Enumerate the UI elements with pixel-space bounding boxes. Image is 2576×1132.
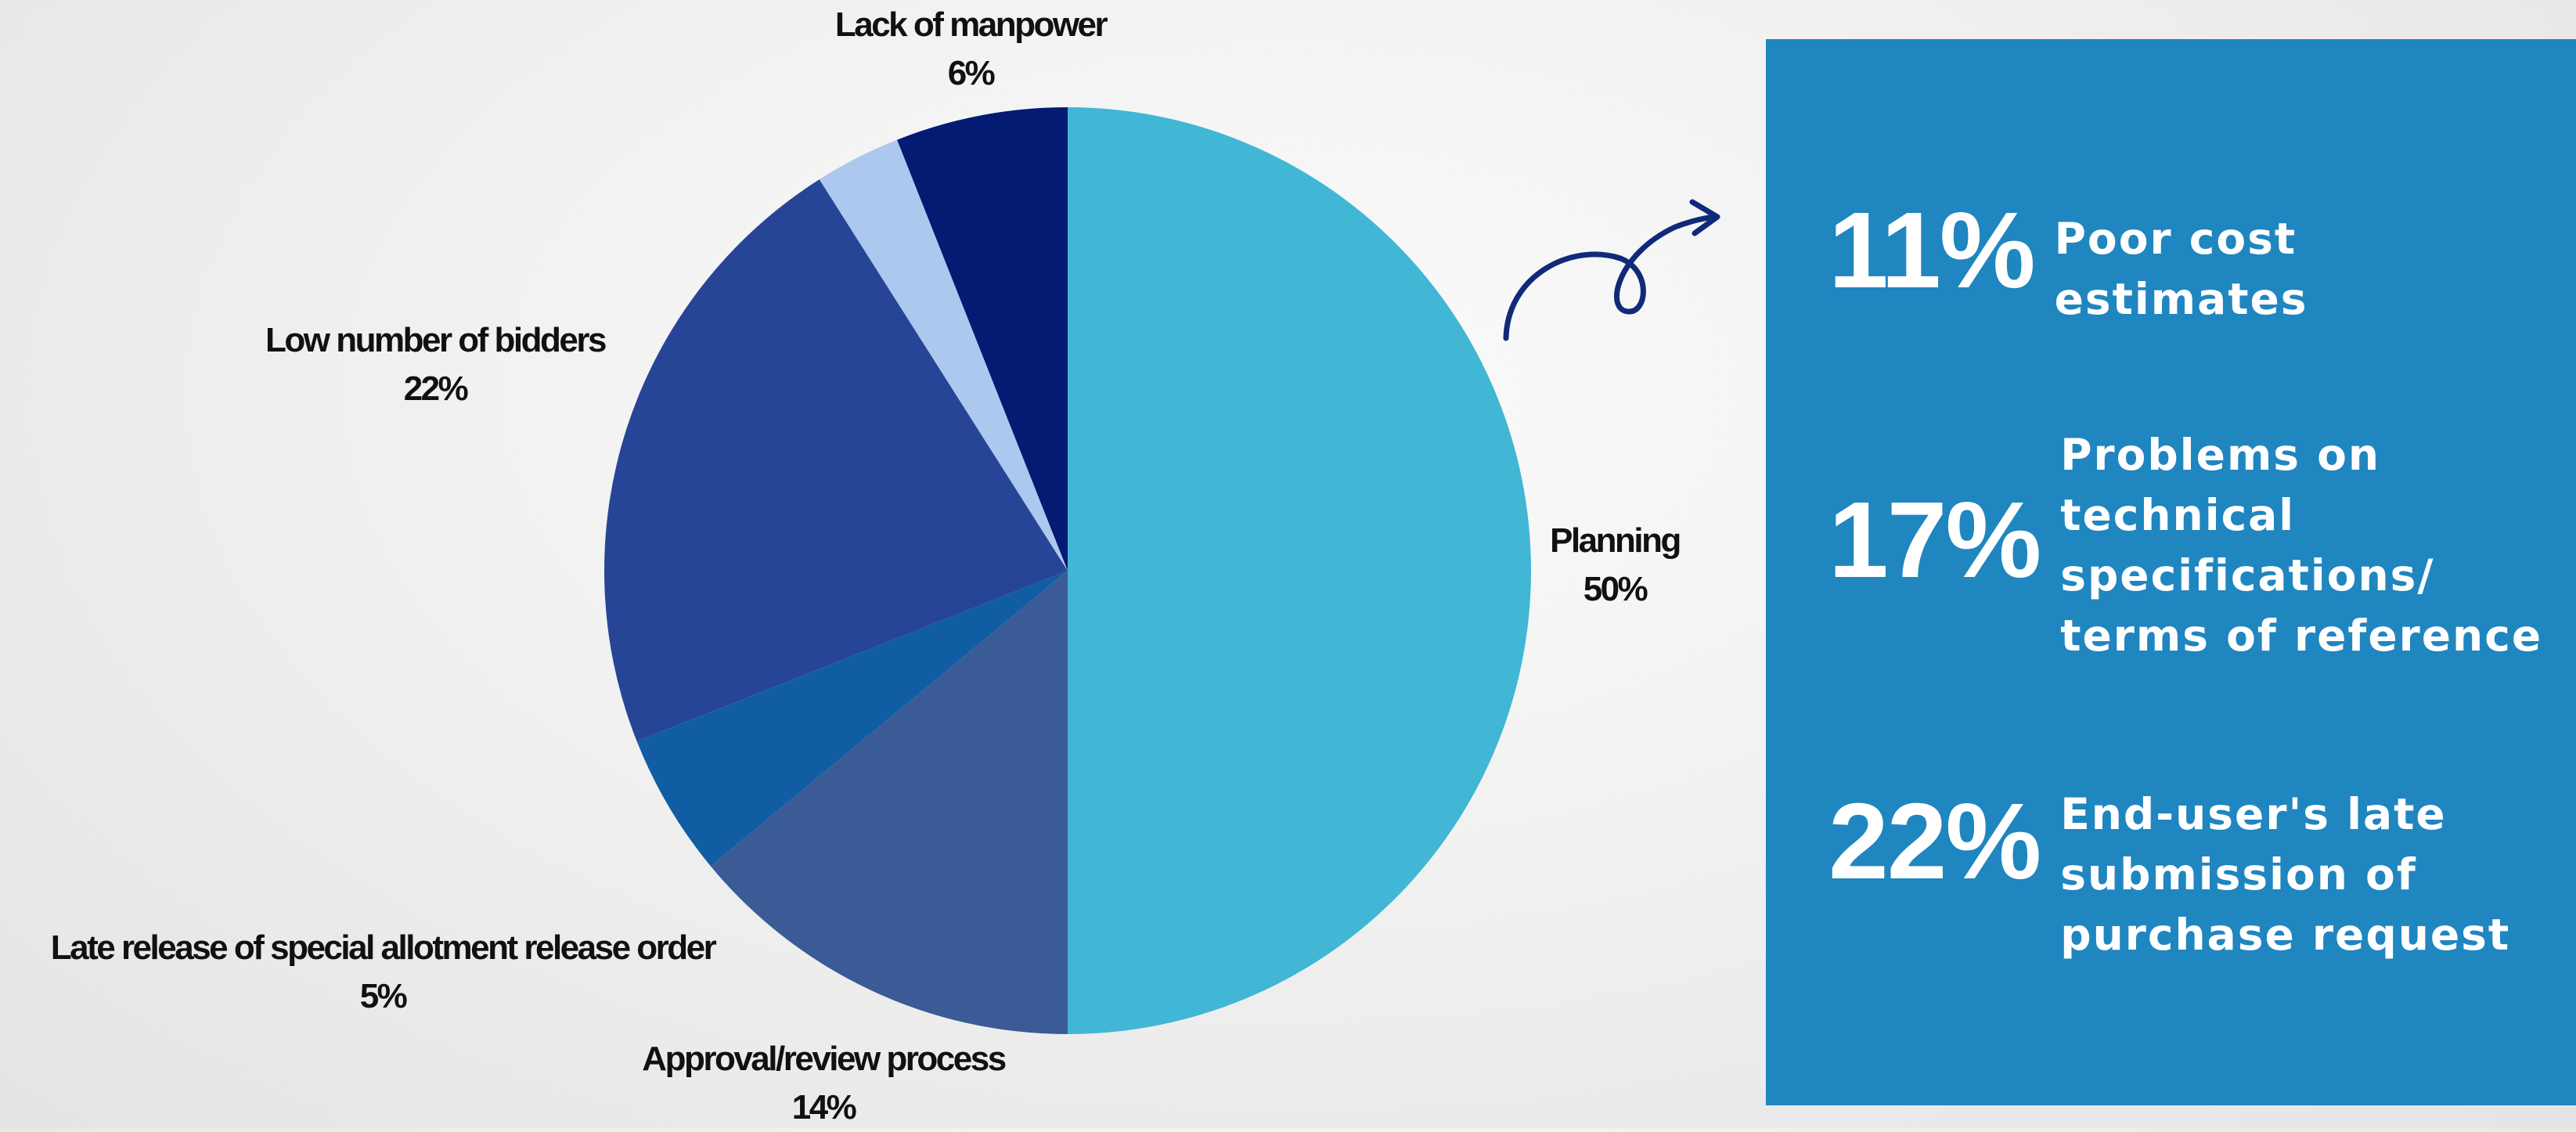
- pie-slice-planning: [1068, 107, 1531, 1034]
- slice-label-late-release-name: Late release of special allotment releas…: [50, 928, 717, 967]
- slice-label-lack-of-manpower-name: Lack of manpower: [834, 5, 1108, 44]
- pie-slice-approval-review-process: [710, 571, 1068, 1034]
- slice-label-lack-of-manpower-value: 6%: [947, 54, 996, 92]
- slice-label-low-bidders-value: 22%: [403, 370, 469, 408]
- pie-slices: [604, 107, 1531, 1034]
- stat-description: Poor cost estimates: [2054, 214, 2308, 324]
- slice-label-lack-of-manpower: Lack of manpower 6%: [834, 1, 1108, 98]
- stat-value: 17%: [1828, 480, 2041, 600]
- slice-label-planning-value: 50%: [1583, 570, 1648, 608]
- pie-slice-late-release-of-special-allotment-release-order: [636, 571, 1068, 867]
- pie-slice-low-number-of-bidders: [604, 179, 1068, 741]
- key-findings-panel: 11% Poor cost estimates 17% Problems on …: [1766, 39, 2576, 1105]
- slice-label-approval-review-value: 14%: [791, 1088, 857, 1127]
- slice-label-low-bidders-name: Low number of bidders: [265, 321, 607, 359]
- slice-label-late-release-value: 5%: [359, 977, 408, 1015]
- stat-value: 22%: [1828, 781, 2041, 902]
- stat-value: 11%: [1828, 190, 2036, 311]
- stat-description: End-user's late submission of purchase r…: [2060, 789, 2511, 960]
- pie-slice-unlabeled: [819, 139, 1068, 571]
- stat-row-late-purchase-request: 22% End-user's late submission of purcha…: [1828, 781, 2510, 965]
- slice-label-late-release: Late release of special allotment releas…: [50, 924, 717, 1021]
- slice-label-low-bidders: Low number of bidders 22%: [265, 316, 607, 413]
- slice-label-approval-review-name: Approval/review process: [642, 1040, 1007, 1078]
- curly-arrow-icon: [1503, 199, 1720, 341]
- slice-label-approval-review: Approval/review process 14%: [642, 1035, 1007, 1132]
- slice-label-planning-name: Planning: [1550, 521, 1681, 560]
- pie-slice-lack-of-manpower: [897, 107, 1068, 571]
- stat-row-technical-specifications: 17% Problems on technical specifications…: [1828, 430, 2542, 666]
- stat-row-poor-cost-estimates: 11% Poor cost estimates: [1828, 190, 2308, 330]
- slice-label-planning: Planning 50%: [1550, 517, 1681, 614]
- stat-description: Problems on technical specifications/ te…: [2060, 430, 2543, 661]
